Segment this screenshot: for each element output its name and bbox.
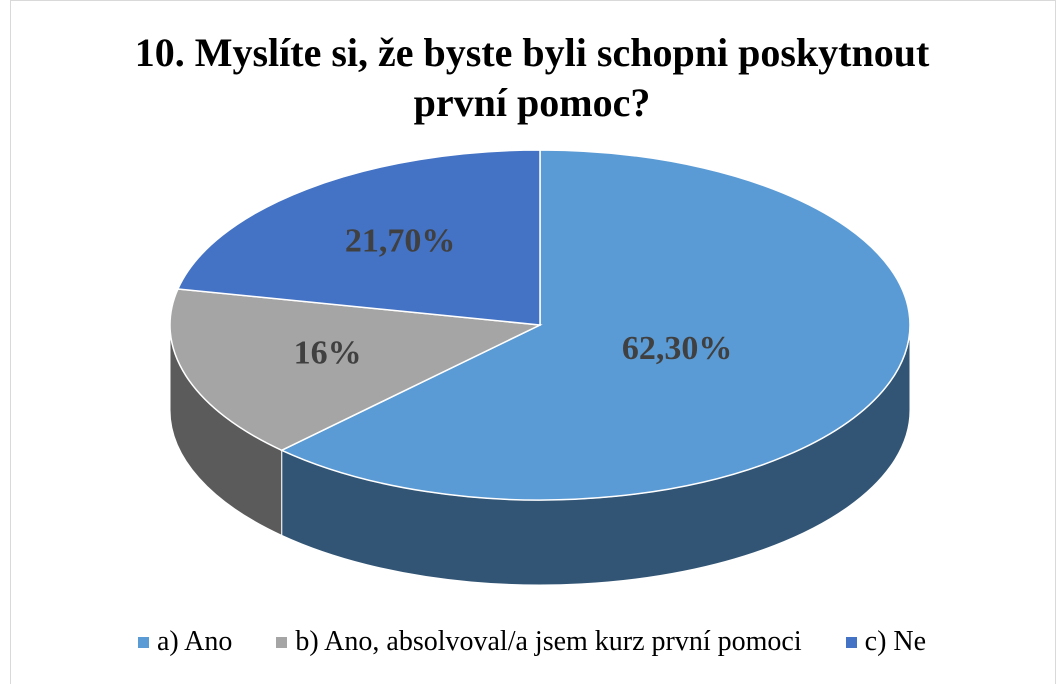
legend-item: b) Ano, absolvoval/a jsem kurz první pom… — [276, 626, 802, 658]
legend-swatch — [845, 636, 857, 648]
data-label: 16% — [294, 334, 362, 371]
slice — [176, 149, 541, 326]
legend-swatch — [137, 636, 149, 648]
slice — [279, 149, 911, 501]
legend-item: a) Ano — [137, 626, 233, 658]
legend-label: c) Ne — [864, 626, 927, 657]
legend-item: c) Ne — [845, 626, 927, 658]
chart-title: 10. Myslíte si, že byste byli schopni po… — [134, 30, 930, 125]
legend-label: a) Ano — [156, 626, 233, 657]
legend-swatch — [276, 636, 288, 648]
chart-frame — [10, 0, 1056, 684]
data-label: 62,30% — [622, 330, 733, 367]
slice — [169, 288, 543, 452]
legend-label: b) Ano, absolvoval/a jsem kurz první pom… — [295, 626, 802, 657]
legend: a) Ano b) Ano, absolvoval/a jsem kurz prv… — [0, 626, 1064, 658]
pie-chart: 62,30% 16% 21,70% — [169, 149, 911, 586]
data-label: 21,70% — [345, 222, 456, 259]
